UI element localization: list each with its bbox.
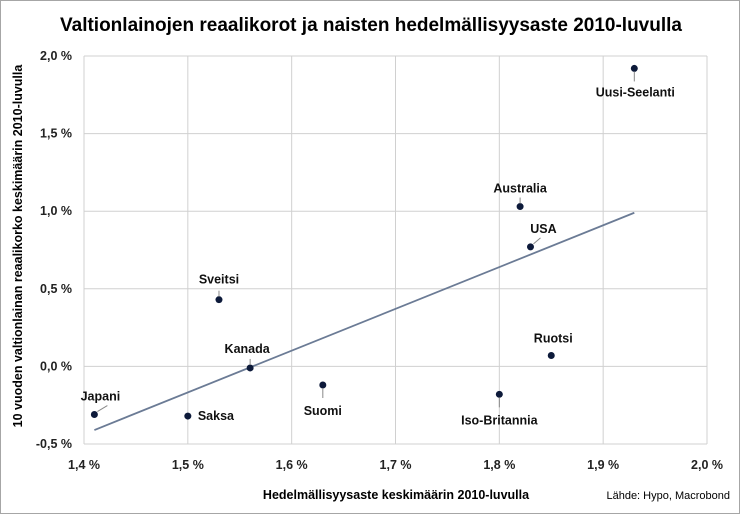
point-label: Uusi-Seelanti (596, 85, 675, 99)
y-tick-label: 0,0 % (40, 359, 72, 373)
leader-line (533, 237, 541, 245)
y-axis-title: 10 vuoden valtionlainan reaalikorko kesk… (11, 64, 25, 428)
x-tick-label: 1,9 % (587, 458, 619, 472)
data-point (526, 243, 534, 251)
chart-title: Valtionlainojen reaalikorot ja naisten h… (60, 15, 682, 36)
data-point (319, 381, 327, 389)
point-label: Iso-Britannia (461, 413, 538, 427)
point-labels: Japani Saksa Sveitsi Kanada Suomi Iso-Britann… (81, 71, 675, 427)
y-tick-labels: -0,5 % 0,0 % 0,5 % 1,0 % 1,5 % 2,0 % (36, 49, 72, 451)
x-tick-label: 1,8 % (483, 458, 515, 472)
data-point (246, 364, 254, 372)
grid (83, 55, 708, 445)
x-tick-label: 1,6 % (276, 458, 308, 472)
y-tick-label: 1,0 % (40, 204, 72, 218)
point-label: Suomi (304, 404, 342, 418)
y-tick-label: 2,0 % (40, 49, 72, 63)
data-point (630, 64, 638, 72)
y-tick-label: -0,5 % (36, 437, 72, 451)
point-label: Australia (493, 182, 548, 196)
data-point (547, 352, 555, 360)
x-tick-label: 1,4 % (68, 458, 100, 472)
trendline (94, 211, 635, 431)
point-label: Saksa (198, 409, 235, 423)
point-label: Sveitsi (199, 273, 239, 287)
y-tick-label: 0,5 % (40, 282, 72, 296)
data-point (90, 411, 98, 419)
data-point (215, 296, 223, 304)
x-tick-label: 1,7 % (380, 458, 412, 472)
source-note: Lähde: Hypo, Macrobond (606, 490, 730, 502)
y-tick-label: 1,5 % (40, 127, 72, 141)
x-tick-labels: 1,4 % 1,5 % 1,6 % 1,7 % 1,8 % 1,9 % 2,0 % (68, 458, 723, 472)
data-point (495, 390, 503, 398)
data-points (90, 64, 638, 420)
data-point (184, 412, 192, 420)
leader-line (97, 405, 108, 412)
trendline-group (94, 211, 635, 431)
point-label: USA (530, 222, 556, 236)
data-point (516, 203, 524, 211)
point-label: Japani (81, 390, 121, 404)
x-tick-label: 1,5 % (172, 458, 204, 472)
point-label: Kanada (225, 342, 271, 356)
x-tick-label: 2,0 % (691, 458, 723, 472)
x-axis-title: Hedelmällisyysaste keskimäärin 2010-luvu… (263, 488, 530, 502)
point-label: Ruotsi (534, 332, 573, 346)
